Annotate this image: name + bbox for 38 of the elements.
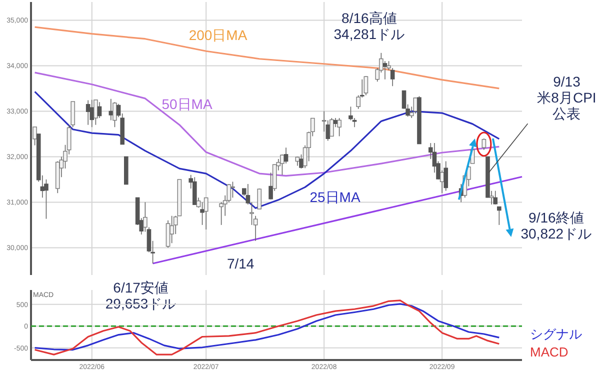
candlestick bbox=[97, 102, 102, 118]
text: シグナル bbox=[530, 326, 582, 342]
text: MACD bbox=[530, 344, 568, 360]
annotation: 25日MA bbox=[310, 189, 361, 205]
candlestick bbox=[257, 188, 262, 210]
candlestick bbox=[192, 176, 197, 206]
candlestick bbox=[116, 104, 121, 118]
candlestick bbox=[94, 99, 98, 126]
candlestick bbox=[284, 147, 288, 164]
candlestick bbox=[32, 126, 37, 146]
candlestick bbox=[364, 76, 368, 96]
line-series bbox=[34, 72, 500, 177]
annotation: 200日MA bbox=[188, 27, 248, 43]
candlestick bbox=[200, 202, 204, 226]
candlestick bbox=[268, 172, 273, 200]
candlestick bbox=[497, 206, 502, 226]
candlestick bbox=[330, 118, 334, 137]
candlestick bbox=[493, 190, 498, 205]
candlestick bbox=[382, 60, 388, 80]
candlestick bbox=[489, 190, 494, 205]
annotation: 9/13 米8月CPI 公表 bbox=[537, 74, 596, 122]
candlestick bbox=[250, 202, 254, 226]
candlestick bbox=[112, 102, 117, 128]
annotation: 7/14 bbox=[226, 256, 254, 272]
annotation: 50日MA bbox=[162, 96, 213, 112]
candlestick bbox=[230, 181, 235, 198]
candlestick bbox=[90, 99, 94, 128]
candlestick bbox=[170, 215, 174, 244]
line-series bbox=[34, 90, 500, 209]
candlestick bbox=[204, 197, 208, 230]
annotation: 9/16終値 30,822ドル bbox=[520, 209, 592, 242]
candlestick bbox=[70, 101, 76, 128]
annotation: 8/16高値 34,281ドル bbox=[334, 10, 405, 42]
line-series bbox=[34, 26, 500, 90]
candlestick bbox=[482, 138, 486, 150]
candlestick bbox=[444, 160, 448, 192]
candlestick bbox=[337, 118, 342, 137]
candlestick bbox=[44, 179, 48, 220]
